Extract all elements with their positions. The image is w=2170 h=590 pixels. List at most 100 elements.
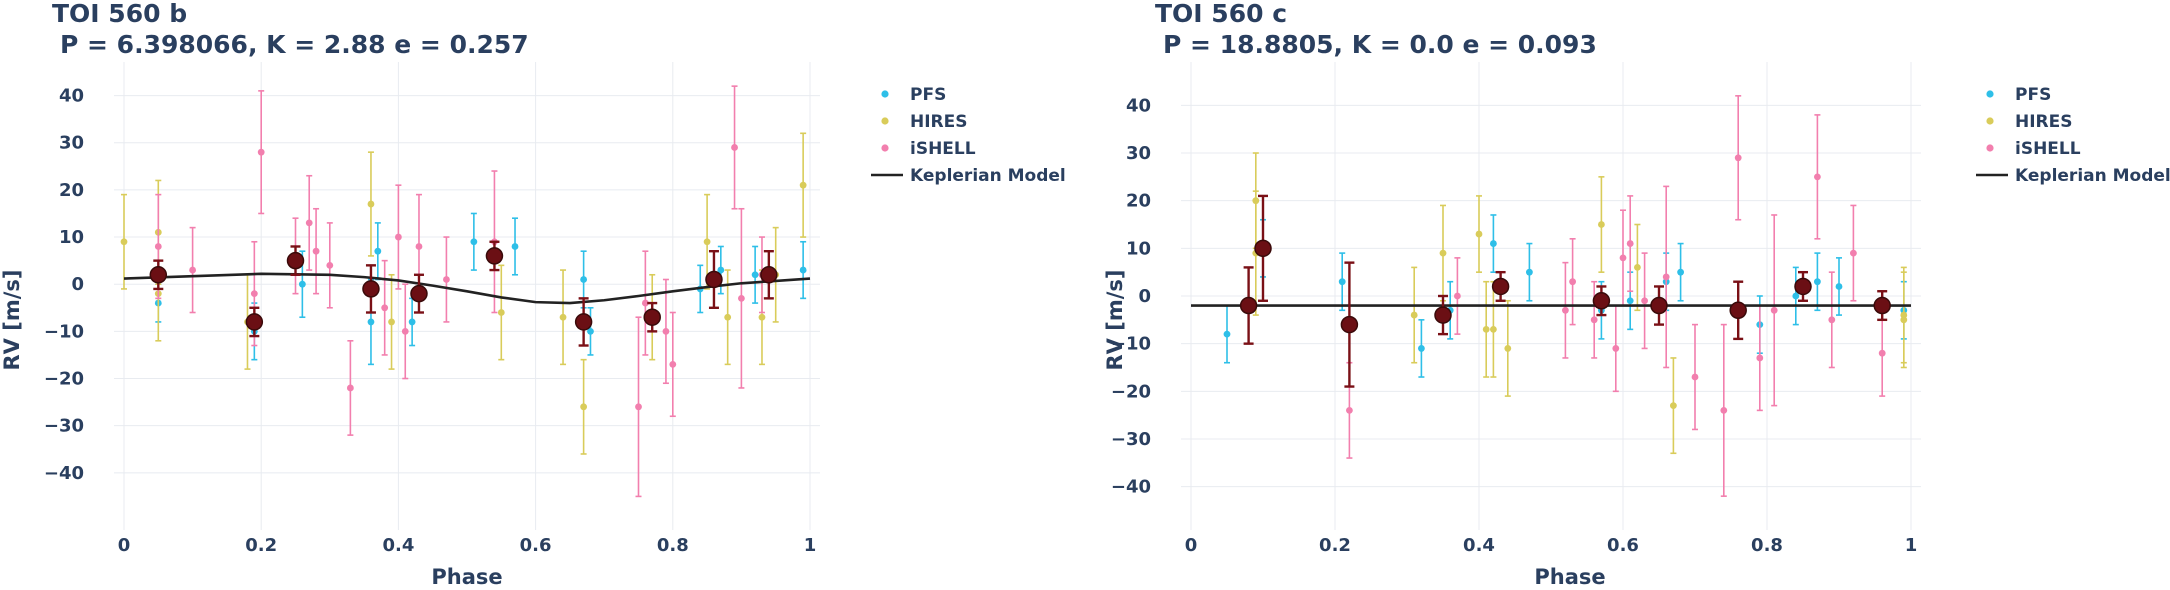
pfs-point	[1223, 304, 1231, 364]
y-tick-label: 0	[71, 274, 84, 295]
ishell-point	[326, 222, 334, 309]
binned-point	[1729, 280, 1747, 341]
binned-point	[362, 264, 380, 314]
binned-point	[149, 259, 168, 291]
pfs-point	[751, 245, 759, 304]
binned-point	[760, 249, 778, 300]
y-tick-label: −10	[44, 321, 84, 342]
ishell-point	[662, 278, 670, 385]
legend-item-hires[interactable]: HIRES	[1986, 112, 2073, 132]
legend-item-pfs[interactable]: PFS	[1986, 85, 2051, 105]
x-tick-label: 1	[1905, 535, 1918, 556]
y-tick-label: 0	[1138, 286, 1151, 307]
binned-point	[1491, 270, 1510, 302]
y-tick-label: 40	[59, 86, 84, 107]
pfs-point	[1677, 242, 1684, 302]
pfs-point	[1814, 252, 1821, 312]
ishell-point	[641, 250, 649, 356]
ishell-point	[669, 311, 677, 418]
ishell-point	[1850, 204, 1857, 302]
x-tick-label: 0.2	[245, 535, 277, 556]
pfs-point	[1490, 214, 1497, 273]
legend-label: iSHELL	[2015, 139, 2081, 159]
legend-label: PFS	[910, 85, 946, 105]
chart-title-line2: P = 18.8805, K = 0.0 e = 0.093	[1163, 30, 1597, 59]
hires-point	[799, 132, 807, 238]
hires-point	[1439, 204, 1447, 302]
hires-point	[1475, 195, 1483, 273]
binned-point	[1254, 194, 1272, 302]
ishell-point	[1691, 323, 1699, 431]
legend-dot-swatch	[881, 117, 889, 125]
binned-point	[245, 306, 264, 338]
x-tick-label: 1	[804, 535, 817, 556]
ishell-point	[443, 236, 450, 323]
binned-point	[1434, 294, 1452, 336]
legend-item-hires[interactable]: HIRES	[881, 112, 968, 132]
binned-point	[286, 245, 305, 276]
binned-point	[574, 297, 593, 347]
hires-point	[559, 269, 567, 366]
x-tick-label: 0.8	[1751, 535, 1783, 556]
hires-point	[1598, 176, 1605, 273]
ishell-point	[312, 207, 320, 295]
chart-toi-560-b: TOI 560 b P = 6.398066, K = 2.88 e = 0.2…	[0, 0, 1066, 589]
ishell-point	[1878, 309, 1886, 397]
legend-dot-swatch	[1986, 90, 1994, 98]
ishell-point	[305, 174, 313, 271]
chart-title-line2: P = 6.398066, K = 2.88 e = 0.257	[60, 30, 529, 59]
ishell-point	[1590, 280, 1598, 359]
legend-label: Keplerian Model	[2015, 166, 2170, 186]
y-tick-label: 20	[59, 180, 84, 201]
ishell-point	[1770, 214, 1778, 407]
x-tick-label: 0.2	[1319, 535, 1351, 556]
y-tick-label: −10	[1111, 334, 1151, 355]
ishell-point	[257, 90, 265, 215]
ishell-point	[346, 339, 354, 436]
pfs-point	[511, 217, 519, 276]
x-tick-label: 0.6	[1607, 535, 1639, 556]
ishell-point	[1814, 114, 1821, 240]
ishell-point	[738, 207, 745, 389]
y-tick-label: 10	[1126, 238, 1151, 259]
x-tick-label: 0	[1185, 535, 1198, 556]
y-tick-label: −30	[44, 416, 84, 437]
legend-item-ishell[interactable]: iSHELL	[1986, 139, 2081, 159]
binned-point	[1794, 270, 1812, 302]
hires-point	[580, 358, 588, 455]
x-tick-label: 0.8	[657, 535, 689, 556]
x-tick-label: 0.4	[1463, 535, 1495, 556]
x-tick-label: 0.6	[520, 535, 552, 556]
legend-dot-swatch	[1986, 117, 1994, 125]
ishell-point	[1619, 209, 1627, 307]
legend-item-keplerian-model[interactable]: Keplerian Model	[1976, 166, 2170, 186]
legend-item-ishell[interactable]: iSHELL	[881, 139, 976, 159]
legend-item-pfs[interactable]: PFS	[881, 85, 946, 105]
y-tick-label: −20	[1111, 381, 1151, 402]
ishell-point	[1828, 271, 1836, 369]
binned-point	[485, 240, 504, 272]
ishell-point	[635, 316, 642, 498]
hires-point	[1504, 299, 1512, 397]
pfs-point	[587, 306, 594, 356]
legend-dot-swatch	[881, 144, 889, 152]
ishell-point	[381, 259, 389, 356]
legend-label: Keplerian Model	[910, 166, 1066, 186]
hires-point	[388, 273, 395, 370]
pfs-point	[1526, 242, 1533, 302]
y-tick-label: −20	[44, 369, 84, 390]
legend-item-keplerian-model[interactable]: Keplerian Model	[871, 166, 1066, 186]
pfs-point	[799, 240, 807, 300]
hires-point	[1900, 266, 1908, 364]
y-tick-label: 10	[59, 227, 84, 248]
pfs-point	[1418, 319, 1425, 378]
legend-label: PFS	[2015, 85, 2051, 105]
pfs-point	[408, 297, 416, 347]
ishell-point	[1756, 304, 1764, 412]
hires-point	[1634, 223, 1641, 312]
pfs-point	[470, 212, 478, 271]
ishell-point	[395, 184, 402, 290]
legend-dot-swatch	[881, 90, 889, 98]
ishell-point	[1734, 95, 1742, 221]
